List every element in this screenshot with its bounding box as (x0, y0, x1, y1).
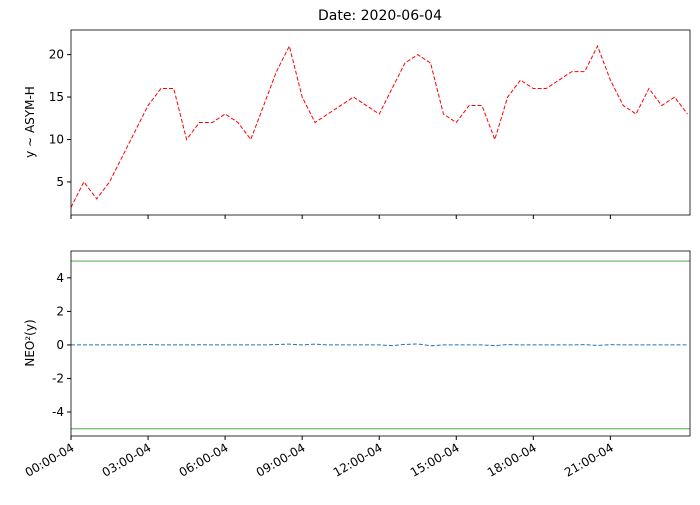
x-tick-label: 15:00-04 (408, 440, 462, 479)
y-tick-label: 4 (56, 271, 64, 285)
y-tick-label: -2 (52, 371, 64, 385)
y-tick-label: 5 (56, 175, 64, 189)
x-tick-label: 18:00-04 (485, 440, 539, 479)
y-axis-label: NEO²(y) (23, 319, 37, 366)
y-tick-label: 20 (49, 48, 64, 62)
y-tick-label: 15 (49, 90, 64, 104)
data-line (71, 343, 688, 347)
data-line (70, 44, 688, 208)
x-tick-label: 21:00-04 (562, 440, 616, 479)
axes-frame (70, 250, 691, 437)
y-tick-label: -4 (52, 405, 64, 419)
x-tick-label: 09:00-04 (254, 440, 308, 479)
axes-frame (70, 29, 691, 216)
x-tick-label: 12:00-04 (331, 440, 385, 479)
y-tick-label: 10 (49, 132, 64, 146)
chart-title: Date: 2020-06-04 (318, 8, 442, 24)
y-tick-label: 0 (56, 338, 64, 352)
x-tick-label: 00:00-04 (23, 440, 77, 479)
y-axis-label: y ∼ ASYM-H (23, 86, 37, 158)
y-tick-label: 2 (56, 304, 64, 318)
x-tick-label: 03:00-04 (100, 440, 154, 479)
x-tick-label: 06:00-04 (177, 440, 231, 479)
